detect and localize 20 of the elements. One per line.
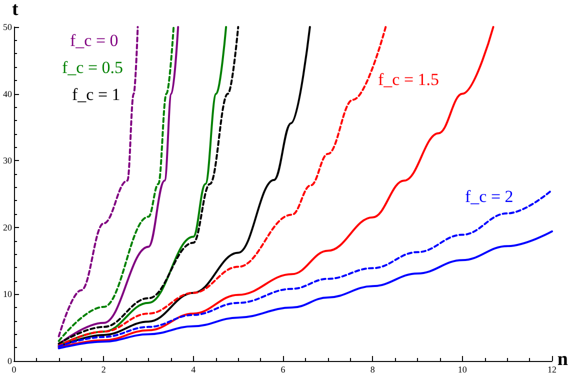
x-axis-title: n: [557, 349, 568, 370]
y-tick-label: 0: [8, 356, 12, 366]
text: f_c = 0.5: [62, 58, 124, 77]
x-tick-label: 4: [191, 364, 196, 374]
text: f_c = 1: [72, 85, 120, 104]
x-tick-label: 2: [101, 364, 106, 374]
y-tick-label: 50: [3, 22, 12, 32]
x-tick-label: 6: [280, 364, 286, 374]
series-label: f_c = 1.5: [378, 70, 440, 89]
x-tick-label: 12: [548, 364, 556, 374]
y-tick-label: 10: [3, 289, 12, 300]
y-tick-label: 40: [3, 88, 12, 99]
text: f_c = 2: [465, 187, 514, 206]
y-tick-label: 30: [3, 156, 12, 166]
x-tick-label: 10: [458, 364, 468, 374]
line-series: [58, 26, 139, 338]
x-tick-label: 8: [370, 364, 376, 374]
text: f_c = 0: [70, 31, 118, 50]
y-tick-label: 20: [3, 222, 12, 232]
y-axis-title: t: [12, 0, 19, 20]
